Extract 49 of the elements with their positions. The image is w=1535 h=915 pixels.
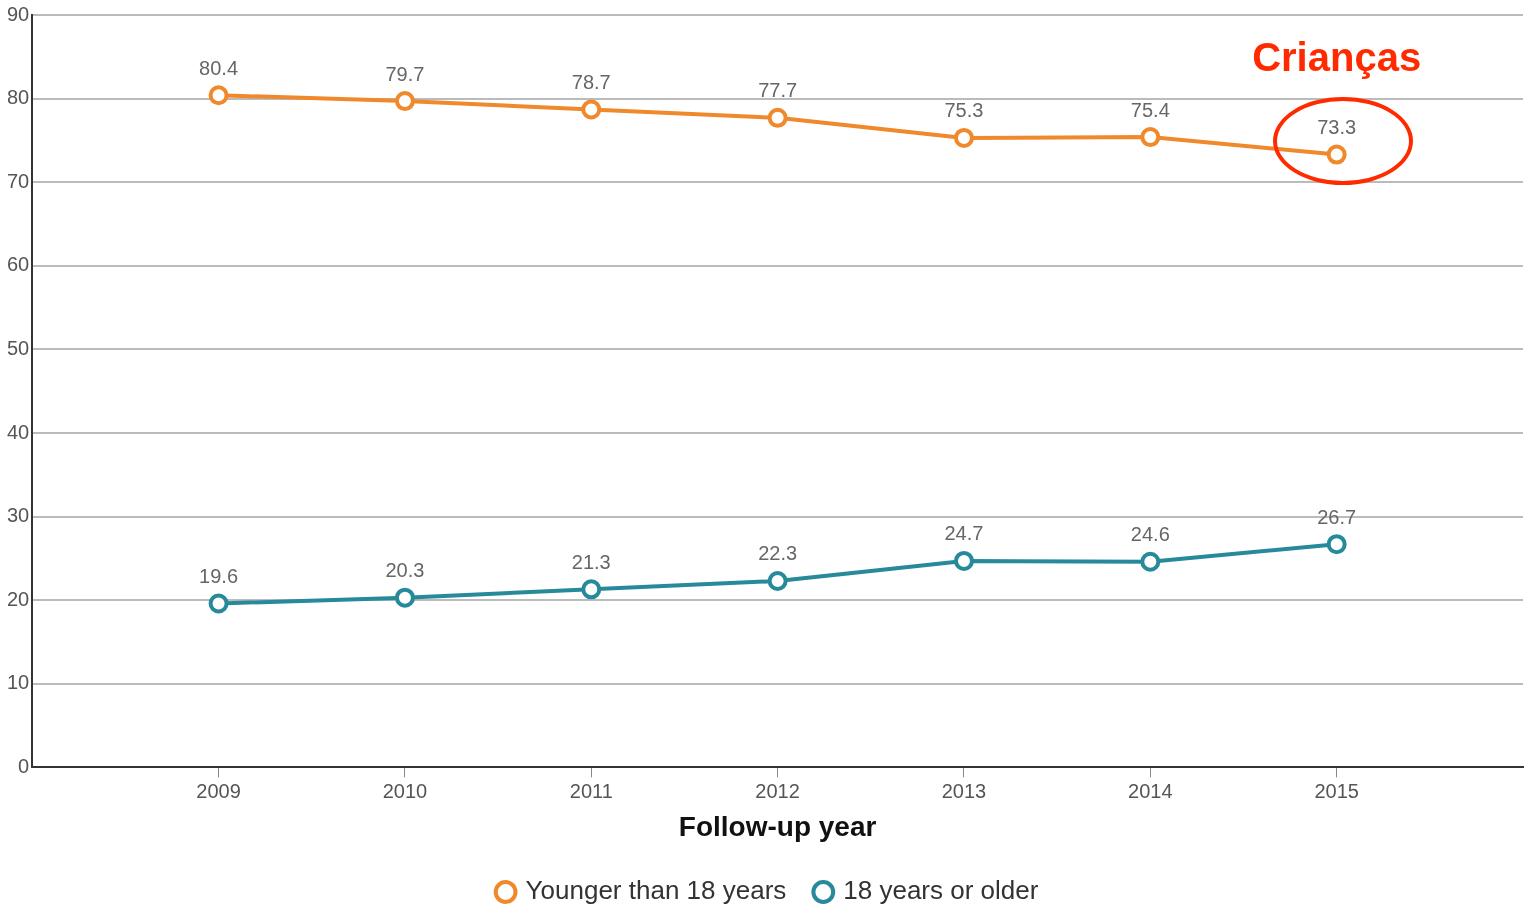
point [953,550,974,571]
y-tick-label: 10 [7,671,30,694]
point [1140,127,1161,148]
data-label: 22.3 [758,542,798,565]
data-label: 75.3 [944,99,984,122]
x-tick-label: 2011 [569,779,613,802]
legend-label: 18 years or older [843,875,1039,906]
x-tick-label: 2010 [382,779,428,802]
annotation: Crianças [1252,34,1422,79]
point [394,91,415,112]
y-tick-label: 80 [7,86,30,109]
data-label: 75.4 [1130,98,1170,121]
x-tick-label: 2009 [196,779,241,802]
y-tick-label: 0 [18,754,30,777]
point [1326,534,1347,555]
x-tick-label: 2013 [941,779,987,802]
y-tick-label: 90 [7,2,30,25]
y-tick-label: 20 [7,587,30,610]
x-tick-label: 2014 [1128,779,1173,802]
data-label: 21.3 [571,550,611,573]
y-tick-label: 50 [7,336,30,359]
data-label: 80.4 [199,56,239,79]
point [581,579,602,600]
data-label: 24.6 [1130,523,1170,546]
data-label: 77.7 [758,79,798,102]
point [208,593,229,614]
data-label: 79.7 [385,62,425,85]
data-label: 73.3 [1317,116,1357,139]
point [208,85,229,106]
point [767,570,788,591]
x-tick-label: 2012 [755,779,800,802]
data-label: 20.3 [385,559,425,582]
legend-label: Younger than 18 years [525,875,787,906]
data-label: 26.7 [1317,505,1357,528]
data-label: 24.7 [944,522,984,545]
data-label: 78.7 [571,70,611,93]
point [953,127,974,148]
y-tick-label: 70 [7,169,30,192]
point [1326,144,1347,165]
point [394,587,415,608]
data-label: 19.6 [199,565,239,588]
x-tick-label: 2015 [1314,779,1359,802]
x-axis-title: Follow-up year [678,810,877,842]
y-tick-label: 60 [7,253,30,276]
point [581,99,602,120]
point [1140,551,1161,572]
y-tick-label: 40 [7,420,30,443]
y-tick-label: 30 [7,504,30,527]
point [767,107,788,128]
